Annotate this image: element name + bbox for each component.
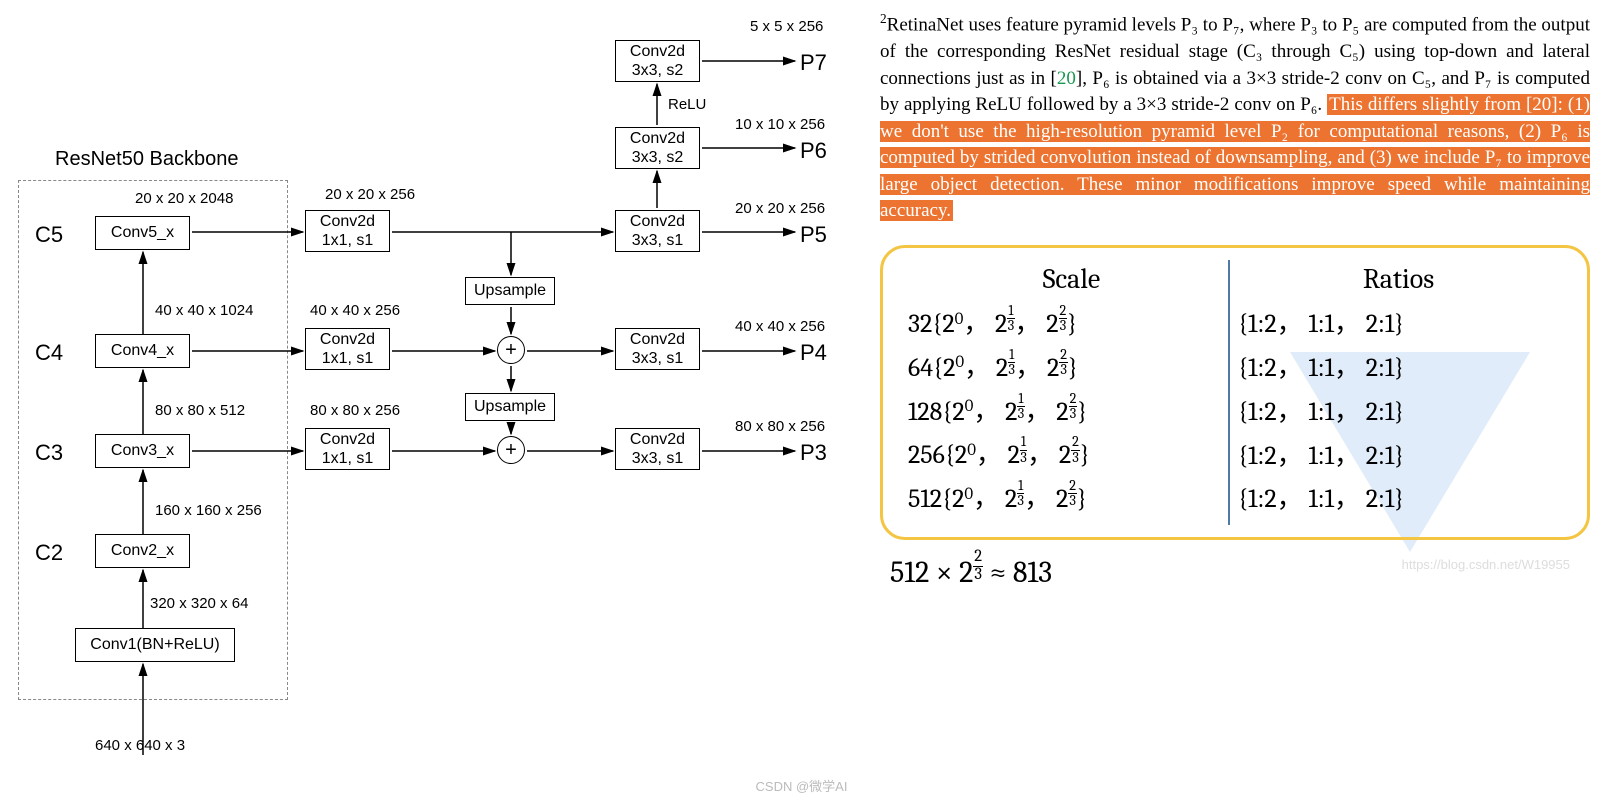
backbone-title: ResNet50 Backbone [55, 148, 238, 171]
smooth-p4: Conv2d 3x3, s1 [615, 328, 700, 370]
upsample-4to3: Upsample [465, 393, 555, 421]
lat5-out: 20 x 20 x 256 [325, 186, 415, 203]
upsample-5to4: Upsample [465, 277, 555, 305]
table-row: 128{20， 213， 223}{1:2， 1:1， 2:1} [908, 391, 1562, 429]
table-row: 64{20， 213， 223}{1:2， 1:1， 2:1} [908, 347, 1562, 385]
c2-stage: C2 [35, 540, 63, 566]
citation-20: 20 [1057, 68, 1076, 89]
c2-label: Conv2_x [111, 541, 174, 560]
p7-dim: 5 x 5 x 256 [750, 18, 823, 35]
smooth-p3: Conv2d 3x3, s1 [615, 428, 700, 470]
p3-name: P3 [800, 440, 827, 466]
vertical-divider [1228, 260, 1230, 525]
c2-out: 160 x 160 x 256 [155, 502, 262, 519]
conv1-out: 320 x 320 x 64 [150, 595, 248, 612]
fpn-diagram: ResNet50 Backbone 640 x 640 x 3 Conv1(BN… [0, 0, 870, 799]
input-dim-label: 640 x 640 x 3 [95, 737, 185, 754]
c3-out: 80 x 80 x 512 [155, 402, 245, 419]
add-p4: + [497, 336, 525, 364]
lateral-c3: Conv2d 1x1, s1 [305, 428, 390, 470]
scale-ratios-box: Scale Ratios 32{20， 213， 223}{1:2， 1:1， … [880, 245, 1590, 540]
p6-dim: 10 x 10 x 256 [735, 116, 825, 133]
p5-dim: 20 x 20 x 256 [735, 200, 825, 217]
table-row: 256{20， 213， 223}{1:2， 1:1， 2:1} [908, 434, 1562, 472]
p3-dim: 80 x 80 x 256 [735, 418, 825, 435]
p5-name: P5 [800, 222, 827, 248]
lat4-out: 40 x 40 x 256 [310, 302, 400, 319]
table-header: Scale Ratios [908, 263, 1562, 295]
p7-name: P7 [800, 50, 827, 76]
table-row: 512{20， 213， 223}{1:2， 1:1， 2:1} [908, 478, 1562, 516]
lat3-out: 80 x 80 x 256 [310, 402, 400, 419]
c5-stage: C5 [35, 222, 63, 248]
footnote-paragraph: 2RetinaNet uses feature pyramid levels P… [880, 10, 1590, 225]
table-body: 32{20， 213， 223}{1:2， 1:1， 2:1} 64{20， 21… [908, 303, 1562, 516]
relu-label: ReLU [668, 96, 706, 113]
text-panel: 2RetinaNet uses feature pyramid levels P… [880, 10, 1590, 592]
p4-dim: 40 x 40 x 256 [735, 318, 825, 335]
watermark-url: https://blog.csdn.net/W19955 [1402, 557, 1570, 572]
table-row: 32{20， 213， 223}{1:2， 1:1， 2:1} [908, 303, 1562, 341]
c3-node: Conv3_x [95, 434, 190, 468]
lateral-c5: Conv2d 1x1, s1 [305, 210, 390, 252]
c4-label: Conv4_x [111, 341, 174, 360]
c5-label: Conv5_x [111, 223, 174, 242]
c3-label: Conv3_x [111, 441, 174, 460]
c4-out: 40 x 40 x 1024 [155, 302, 253, 319]
add-p3: + [497, 436, 525, 464]
conv1-label: Conv1(BN+ReLU) [90, 635, 219, 654]
c5-node: Conv5_x [95, 216, 190, 250]
csdn-watermark: CSDN @微学AI [756, 776, 848, 795]
smooth-p5: Conv2d 3x3, s1 [615, 210, 700, 252]
extra-p7: Conv2d 3x3, s2 [615, 40, 700, 82]
footnote-num: 2 [880, 11, 887, 26]
header-scale: Scale [908, 263, 1235, 295]
c4-stage: C4 [35, 340, 63, 366]
extra-p6: Conv2d 3x3, s2 [615, 127, 700, 169]
c2-node: Conv2_x [95, 534, 190, 568]
c5-out: 20 x 20 x 2048 [135, 190, 233, 207]
p4-name: P4 [800, 340, 827, 366]
c3-stage: C3 [35, 440, 63, 466]
c4-node: Conv4_x [95, 334, 190, 368]
p6-name: P6 [800, 138, 827, 164]
header-ratios: Ratios [1235, 263, 1562, 295]
lateral-c4: Conv2d 1x1, s1 [305, 328, 390, 370]
conv1-node: Conv1(BN+ReLU) [75, 628, 235, 662]
